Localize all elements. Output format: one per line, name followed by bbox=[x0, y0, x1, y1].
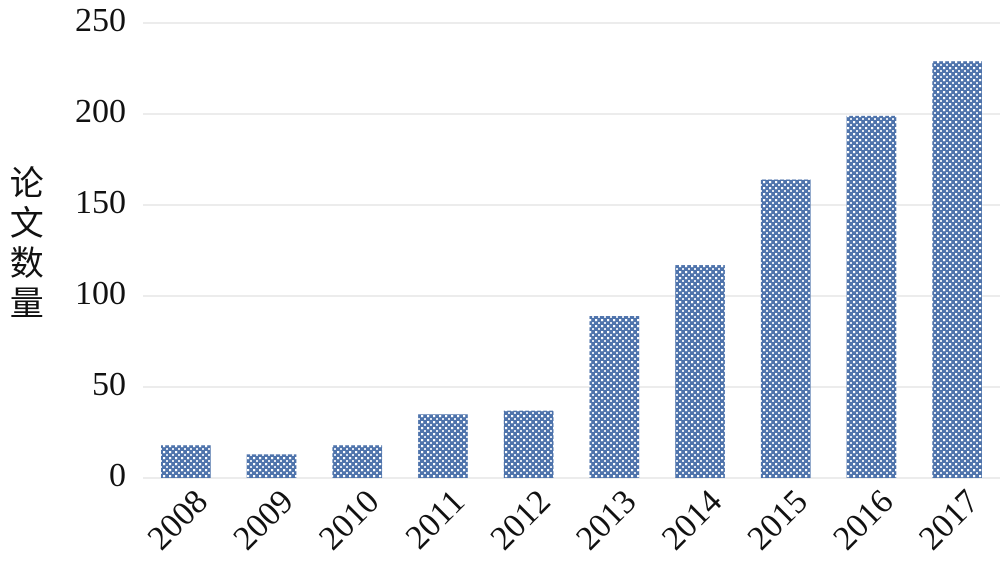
x-tick-label: 2014 bbox=[655, 483, 729, 557]
y-tick-label: 100 bbox=[75, 275, 126, 312]
y-tick-label: 0 bbox=[109, 457, 126, 494]
bar bbox=[503, 410, 554, 478]
x-tick-label: 2017 bbox=[912, 483, 986, 557]
y-tick-label: 150 bbox=[75, 184, 126, 221]
bar bbox=[675, 265, 725, 478]
x-tick-label: 2016 bbox=[826, 483, 900, 557]
x-tick-label: 2008 bbox=[141, 483, 215, 557]
y-tick-label: 250 bbox=[75, 2, 126, 39]
x-tick-label: 2011 bbox=[399, 483, 472, 556]
bar bbox=[332, 445, 383, 478]
bar bbox=[846, 115, 897, 478]
y-tick-label: 200 bbox=[75, 93, 126, 130]
bar bbox=[418, 414, 468, 478]
bar bbox=[589, 316, 640, 478]
x-tick-label: 2013 bbox=[569, 483, 643, 557]
bar bbox=[246, 454, 297, 478]
bar bbox=[760, 179, 811, 478]
x-tick-label: 2009 bbox=[226, 483, 300, 557]
y-axis-label: 论文数量 bbox=[4, 165, 42, 325]
x-tick-label: 2010 bbox=[312, 483, 386, 557]
x-tick-label: 2012 bbox=[484, 483, 558, 557]
y-tick-label: 50 bbox=[92, 366, 126, 403]
bar bbox=[160, 445, 211, 478]
x-tick-label: 2015 bbox=[741, 483, 815, 557]
bar bbox=[932, 61, 983, 478]
